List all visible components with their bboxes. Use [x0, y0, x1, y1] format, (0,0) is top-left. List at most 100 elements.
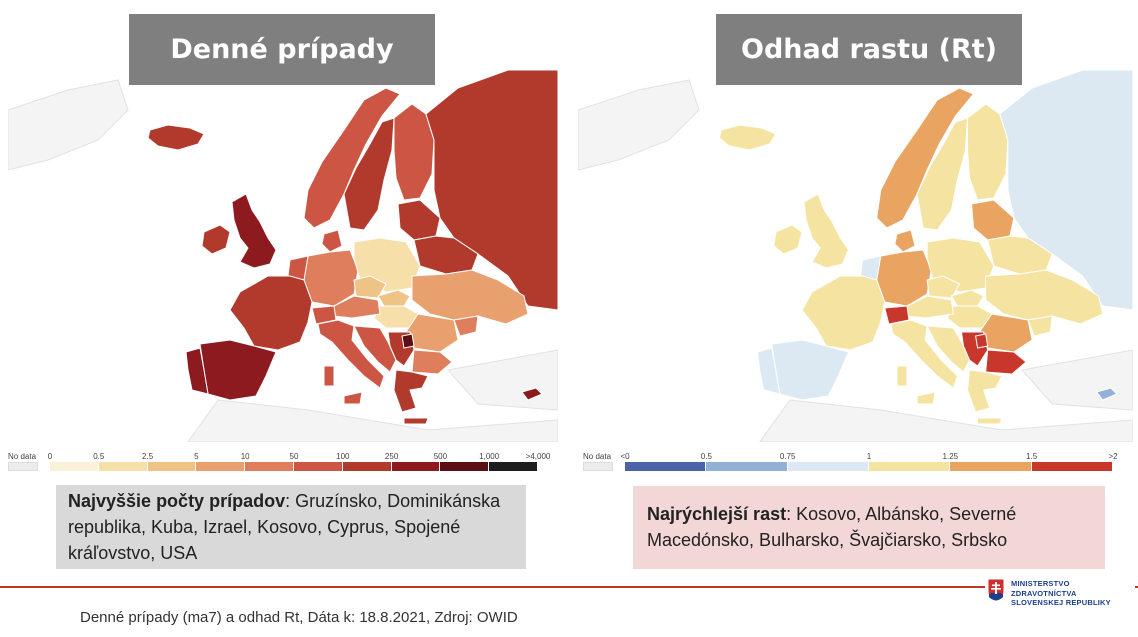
region-united-kingdom — [231, 193, 277, 269]
highest-cases-text: : Gruzínsko, Dominikánska republika, Kub… — [68, 491, 501, 563]
fastest-growth-callout: Najrýchlejší rast: Kosovo, Albánsko, Sev… — [633, 486, 1105, 569]
region-spain — [199, 339, 277, 401]
legend-swatch — [869, 462, 950, 471]
region-cyprus — [521, 387, 543, 401]
region-sweden — [916, 117, 969, 231]
region-baltics — [397, 199, 441, 241]
region-norway — [303, 87, 401, 229]
legend-color-bar — [625, 462, 1113, 471]
region-czechia — [926, 275, 961, 299]
region-portugal — [757, 347, 781, 395]
legend-swatch — [294, 462, 342, 471]
region-greece — [393, 369, 429, 425]
legend-tick-label: 5 — [194, 452, 199, 461]
region-ireland — [773, 224, 803, 255]
region-italy — [890, 319, 958, 405]
ministry-logo: MINISTERSTVO ZDRAVOTNÍCTVA SLOVENSKEJ RE… — [985, 576, 1135, 610]
legend-swatch — [440, 462, 489, 471]
region-italy — [317, 319, 385, 405]
region-iceland — [147, 124, 205, 151]
region-ireland — [201, 224, 231, 255]
legend-tick-label: 10 — [240, 452, 250, 461]
footer-divider — [0, 586, 1138, 588]
region-russia — [425, 70, 558, 311]
region-iceland — [718, 124, 777, 151]
region-bulgaria — [985, 349, 1027, 375]
region-slovakia — [377, 289, 411, 307]
legend-swatch — [245, 462, 293, 471]
legend-swatch — [489, 462, 537, 471]
fastest-growth-text: : Kosovo, Albánsko, Severné Macedónsko, … — [647, 504, 1017, 550]
legend-tick-label: 50 — [289, 452, 299, 461]
region-belarus — [413, 235, 479, 275]
legend-color-bar — [50, 462, 538, 471]
region-ukraine — [411, 269, 529, 325]
region-finland — [967, 103, 1009, 201]
legend-swatch — [1031, 462, 1112, 471]
logo-line-2: ZDRAVOTNÍCTVA — [1011, 589, 1077, 598]
region-greece — [966, 369, 1003, 425]
region-france — [229, 275, 313, 351]
legend-swatch — [98, 462, 147, 471]
logo-line-3: SLOVENSKEJ REPUBLIKY — [1011, 598, 1111, 607]
region-slovakia — [950, 289, 985, 307]
legend-tick-label: >2 — [1108, 452, 1118, 461]
region-ukraine — [985, 269, 1104, 325]
legend-tick-label: 250 — [384, 452, 399, 461]
legend-no-data-swatch — [583, 462, 613, 471]
region-czechia — [353, 275, 387, 299]
legend-no-data-label: No data — [8, 452, 37, 461]
logo-line-1: MINISTERSTVO — [1011, 579, 1070, 588]
legend-tick-label: 2.5 — [142, 452, 154, 461]
legend-tick-label: 100 — [336, 452, 350, 461]
region-kosovo — [975, 333, 989, 349]
legend-tick-label: <0 — [620, 452, 630, 461]
region-denmark — [321, 229, 343, 253]
region-united-kingdom — [803, 193, 850, 269]
legend-tick-label: 0.5 — [700, 452, 712, 461]
legend-tick-label: 0 — [47, 452, 53, 461]
background-land — [578, 79, 1133, 442]
region-belarus — [987, 235, 1053, 275]
region-france — [801, 275, 886, 351]
highest-cases-callout: Najvyššie počty prípadov: Gruzínsko, Dom… — [56, 485, 526, 569]
region-finland — [393, 103, 435, 201]
legend-tick-label: 500 — [433, 452, 448, 461]
region-moldova — [1027, 315, 1053, 337]
region-norway — [876, 87, 975, 229]
daily-cases-map — [8, 70, 558, 442]
legend-swatch — [625, 462, 706, 471]
region-portugal — [185, 347, 209, 395]
highest-cases-label: Najvyššie počty prípadov — [68, 491, 286, 511]
region-baltics — [971, 199, 1015, 241]
rt-legend: No data <0 0.5 0.75 1 1.25 1.5 >2 — [583, 450, 1123, 480]
region-sweden — [343, 117, 395, 231]
legend-tick-label: 0.5 — [93, 452, 105, 461]
region-kosovo — [401, 333, 415, 349]
background-land — [8, 79, 558, 442]
legend-tick-label: 1 — [866, 452, 872, 461]
left-map-title: Denné prípady — [129, 14, 435, 85]
legend-swatch — [50, 462, 98, 471]
legend-swatch — [391, 462, 440, 471]
legend-no-data-swatch — [8, 462, 38, 471]
rt-growth-map — [578, 70, 1133, 442]
footer-source-text: Denné prípady (ma7) a odhad Rt, Dáta k: … — [80, 609, 518, 626]
region-spain — [771, 339, 850, 401]
region-balkans — [353, 325, 397, 373]
legend-swatch — [706, 462, 787, 471]
region-moldova — [453, 315, 479, 337]
legend-tick-label: 1,000 — [479, 452, 500, 461]
right-map-title: Odhad rastu (Rt) — [716, 14, 1022, 85]
legend-no-data-label: No data — [583, 452, 612, 461]
legend-tick-label: 1.25 — [942, 452, 959, 461]
legend-swatch — [147, 462, 196, 471]
region-bulgaria — [411, 349, 453, 375]
legend-tick-label: 0.75 — [779, 452, 796, 461]
legend-swatch — [787, 462, 868, 471]
daily-cases-legend: No data 0 0.5 2.5 5 10 50 100 250 500 1,000 >4,000 — [8, 450, 553, 480]
fastest-growth-label: Najrýchlejší rast — [647, 504, 787, 524]
region-cyprus — [1095, 387, 1118, 401]
region-russia — [999, 70, 1133, 311]
legend-tick-label: >4,000 — [525, 452, 551, 461]
